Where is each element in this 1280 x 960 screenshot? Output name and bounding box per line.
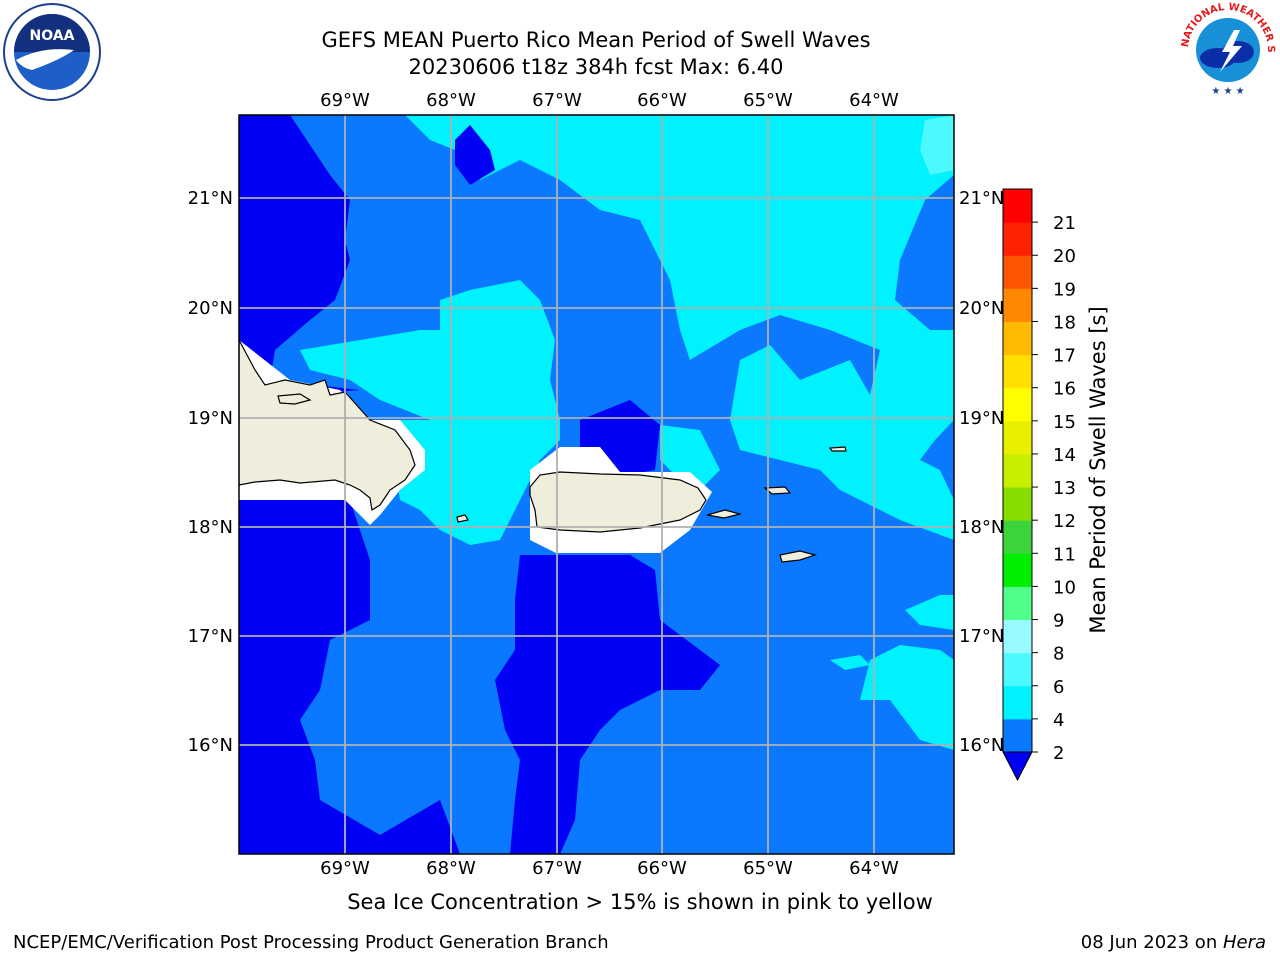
colorbar-tick-label: 2 <box>1053 743 1064 764</box>
deep-swell-region-northwest <box>239 115 360 400</box>
footer-date-text: 08 Jun 2023 on <box>1080 932 1223 953</box>
lat-labels-right: 21°N 20°N 19°N 18°N 17°N 16°N <box>959 188 1004 756</box>
colorbar-segment <box>1003 685 1032 720</box>
colorbar-tick-label: 13 <box>1053 478 1076 499</box>
colorbar-segment <box>1003 553 1032 587</box>
colorbar-tick-label: 14 <box>1053 445 1076 466</box>
colorbar-tick-label: 6 <box>1053 677 1064 698</box>
lat-label: 20°N <box>188 298 233 319</box>
deep-swell-patch-north <box>455 125 495 185</box>
colorbar-segment <box>1003 652 1032 687</box>
pale-swell-patch-northeast <box>920 115 954 175</box>
star-icon: ★ ★ ★ <box>1211 86 1244 97</box>
lat-label: 19°N <box>959 408 1004 429</box>
lat-label: 17°N <box>959 626 1004 647</box>
lon-label: 69°W <box>320 858 370 879</box>
land-hispaniola <box>239 339 416 511</box>
noaa-logo: NOAA <box>3 3 101 101</box>
footer-credit: NCEP/EMC/Verification Post Processing Pr… <box>13 932 609 953</box>
colorbar-segment <box>1003 354 1032 389</box>
deep-swell-region-southwest <box>239 500 460 854</box>
colorbar-tick-label: 17 <box>1053 346 1076 367</box>
colorbar-tick-label: 16 <box>1053 379 1076 400</box>
land-anegada <box>828 446 847 452</box>
nws-logo: NATIONAL WEATHER SERVICE ★ ★ ★ <box>1178 0 1276 97</box>
lat-label: 17°N <box>188 626 233 647</box>
lat-label: 16°N <box>188 735 233 756</box>
colorbar-tick-label: 11 <box>1053 544 1076 565</box>
lat-label: 16°N <box>959 735 1004 756</box>
colorbar-tick-label: 21 <box>1053 213 1076 234</box>
colorbar-tick-label: 12 <box>1053 511 1076 532</box>
lon-label: 65°W <box>743 90 793 111</box>
deep-swell-region-south <box>495 555 720 854</box>
lon-label: 66°W <box>637 858 687 879</box>
map-frame <box>238 114 955 855</box>
lat-label: 18°N <box>959 517 1004 538</box>
land-st-croix <box>779 550 818 563</box>
lat-labels-left: 21°N 20°N 19°N 18°N 17°N 16°N <box>188 188 233 756</box>
colorbar-tick-label: 8 <box>1053 644 1064 665</box>
lat-label: 21°N <box>959 188 1004 209</box>
light-swell-region-east-edge <box>905 595 954 630</box>
colorbar-label: Mean Period of Swell Waves [s] <box>1086 306 1110 633</box>
lon-label: 67°W <box>532 858 582 879</box>
colorbar-segment <box>1003 586 1032 621</box>
lon-label: 67°W <box>532 90 582 111</box>
colorbar-segment <box>1003 255 1032 289</box>
colorbar-segment <box>1003 520 1032 554</box>
lat-label: 20°N <box>959 298 1004 319</box>
land-mona-island <box>456 514 469 523</box>
chart-title: GEFS MEAN Puerto Rico Mean Period of Swe… <box>321 28 871 52</box>
light-swell-patch <box>830 655 870 670</box>
colorbar-frame <box>1002 188 1033 753</box>
colorbar-segment <box>1003 619 1032 654</box>
lat-label: 19°N <box>188 408 233 429</box>
light-swell-region-center <box>300 280 560 545</box>
colorbar-segment <box>1003 189 1032 223</box>
colorbar-segment <box>1003 487 1032 521</box>
sea-ice-caption: Sea Ice Concentration > 15% is shown in … <box>347 890 933 914</box>
footer-date: 08 Jun 2023 on Hera <box>1081 932 1266 953</box>
lon-label: 64°W <box>849 90 899 111</box>
colorbar-tick-label: 20 <box>1053 246 1076 267</box>
lon-label: 68°W <box>426 90 476 111</box>
colorbar-tick-label: 4 <box>1053 710 1064 731</box>
colorbar-tick-label: 18 <box>1053 312 1076 333</box>
lon-labels-top: 69°W 68°W 67°W 66°W 65°W 64°W <box>320 90 899 111</box>
lon-label: 66°W <box>637 90 687 111</box>
colorbar-segment <box>1003 420 1032 455</box>
lon-label: 68°W <box>426 858 476 879</box>
colorbar-tick-label: 19 <box>1053 279 1076 300</box>
colorbar-tick-label: 9 <box>1053 611 1064 632</box>
land-tortuga-islet <box>277 393 312 405</box>
colorbar-under-extension <box>1002 751 1033 782</box>
lat-label: 21°N <box>188 188 233 209</box>
land-vieques <box>706 509 743 519</box>
footer-host: Hera <box>1222 932 1266 953</box>
colorbar-segment <box>1003 288 1032 322</box>
colorbar-tick-label: 10 <box>1053 577 1076 598</box>
chart-subtitle: 20230606 t18z 384h fcst Max: 6.40 <box>408 55 784 79</box>
lon-labels-bottom: 69°W 68°W 67°W 66°W 65°W 64°W <box>320 858 899 879</box>
land-virgin-islands <box>763 486 792 495</box>
lat-label: 18°N <box>188 517 233 538</box>
colorbar-segment <box>1003 222 1032 256</box>
lon-label: 65°W <box>743 858 793 879</box>
lon-label: 69°W <box>320 90 370 111</box>
colorbar-segment <box>1003 387 1032 422</box>
noaa-logo-text: NOAA <box>30 28 75 44</box>
light-swell-region-north <box>405 115 954 540</box>
colorbar-segment <box>1003 453 1032 488</box>
colorbar-segment <box>1003 321 1032 356</box>
colorbar-tick-label: 15 <box>1053 412 1076 433</box>
graticule <box>239 115 954 854</box>
light-swell-region-southeast <box>860 645 954 750</box>
colorbar: 2 4 6 8 9 10 11 12 13 14 15 16 17 18 19 20 21 <box>1002 188 1076 782</box>
colorbar-segment <box>1003 718 1032 753</box>
lon-label: 64°W <box>849 858 899 879</box>
